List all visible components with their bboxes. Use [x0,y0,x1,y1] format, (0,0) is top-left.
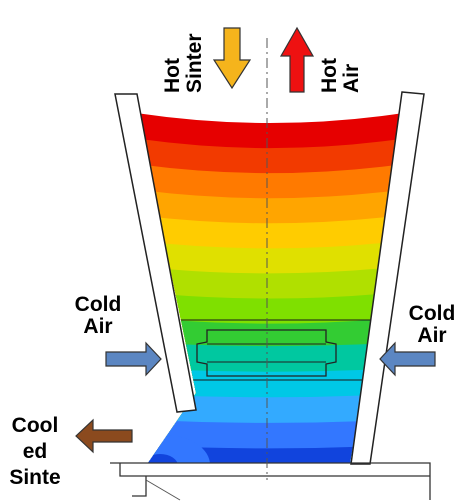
temperature-band [138,418,406,463]
right-wall [350,91,425,465]
cold-air-right-arrow [379,341,436,377]
cooled-sinter-label: Cool ed Sinte [4,413,66,501]
temperature-field [138,112,406,463]
cold-air-left-arrow [105,341,162,377]
hot-sinter-arrow [212,27,252,90]
cooled-sinter-label-line-2: ed [22,440,48,463]
cold-air-left-label-line-2: Air [83,315,113,338]
hot-air-label-line-2: Air [340,63,363,93]
cold-zone-left-core [142,454,178,463]
cold-zone-left-corner [138,435,210,463]
upper-grate [196,329,337,377]
base-brace [145,479,181,501]
cooled-sinter-arrow [75,418,133,454]
hot-sinter-label: Hot Sinter [161,33,206,93]
cooled-sinter-label-line-1: Cool [11,414,59,437]
cold-air-right-label-line-2: Air [417,324,447,347]
hot-sinter-label-line-1: Hot [161,58,184,93]
hot-sinter-label-line-2: Sinter [183,33,206,93]
hot-air-arrow [279,26,315,93]
hot-air-label-line-1: Hot [318,58,341,93]
cold-air-left-label-line-1: Cold [74,294,122,316]
hot-air-label: Hot Air [318,58,363,93]
cold-air-right-label: Cold Air [400,303,461,347]
cooled-sinter-label-line-3: Sinte [9,466,61,489]
cold-air-right-label-line-1: Cold [408,302,456,325]
cold-air-left-label: Cold Air [64,294,132,338]
base-structure [110,462,431,500]
left-wall [114,93,197,413]
